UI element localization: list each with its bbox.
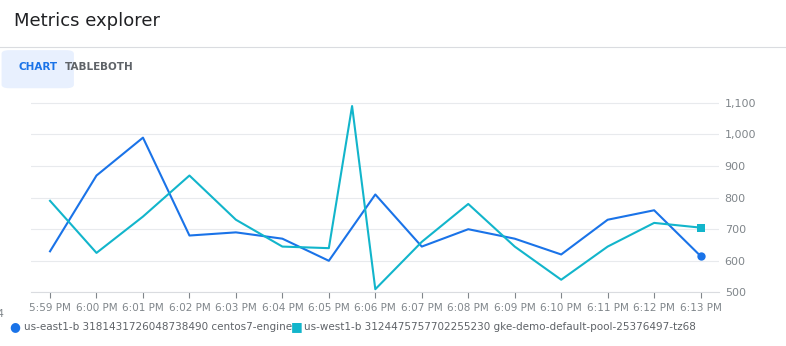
Text: ■: ■ [291, 320, 303, 334]
Text: UTC-4: UTC-4 [0, 309, 4, 319]
Text: us-west1-b 3124475757702255230 gke-demo-default-pool-25376497-tz68: us-west1-b 3124475757702255230 gke-demo-… [304, 322, 696, 332]
Text: CHART: CHART [18, 63, 57, 72]
Text: TABLE: TABLE [64, 63, 101, 72]
Text: us-east1-b 3181431726048738490 centos7-engine: us-east1-b 3181431726048738490 centos7-e… [24, 322, 292, 332]
Text: Metrics explorer: Metrics explorer [14, 12, 160, 30]
Text: ●: ● [9, 320, 20, 334]
Text: BOTH: BOTH [100, 63, 133, 72]
